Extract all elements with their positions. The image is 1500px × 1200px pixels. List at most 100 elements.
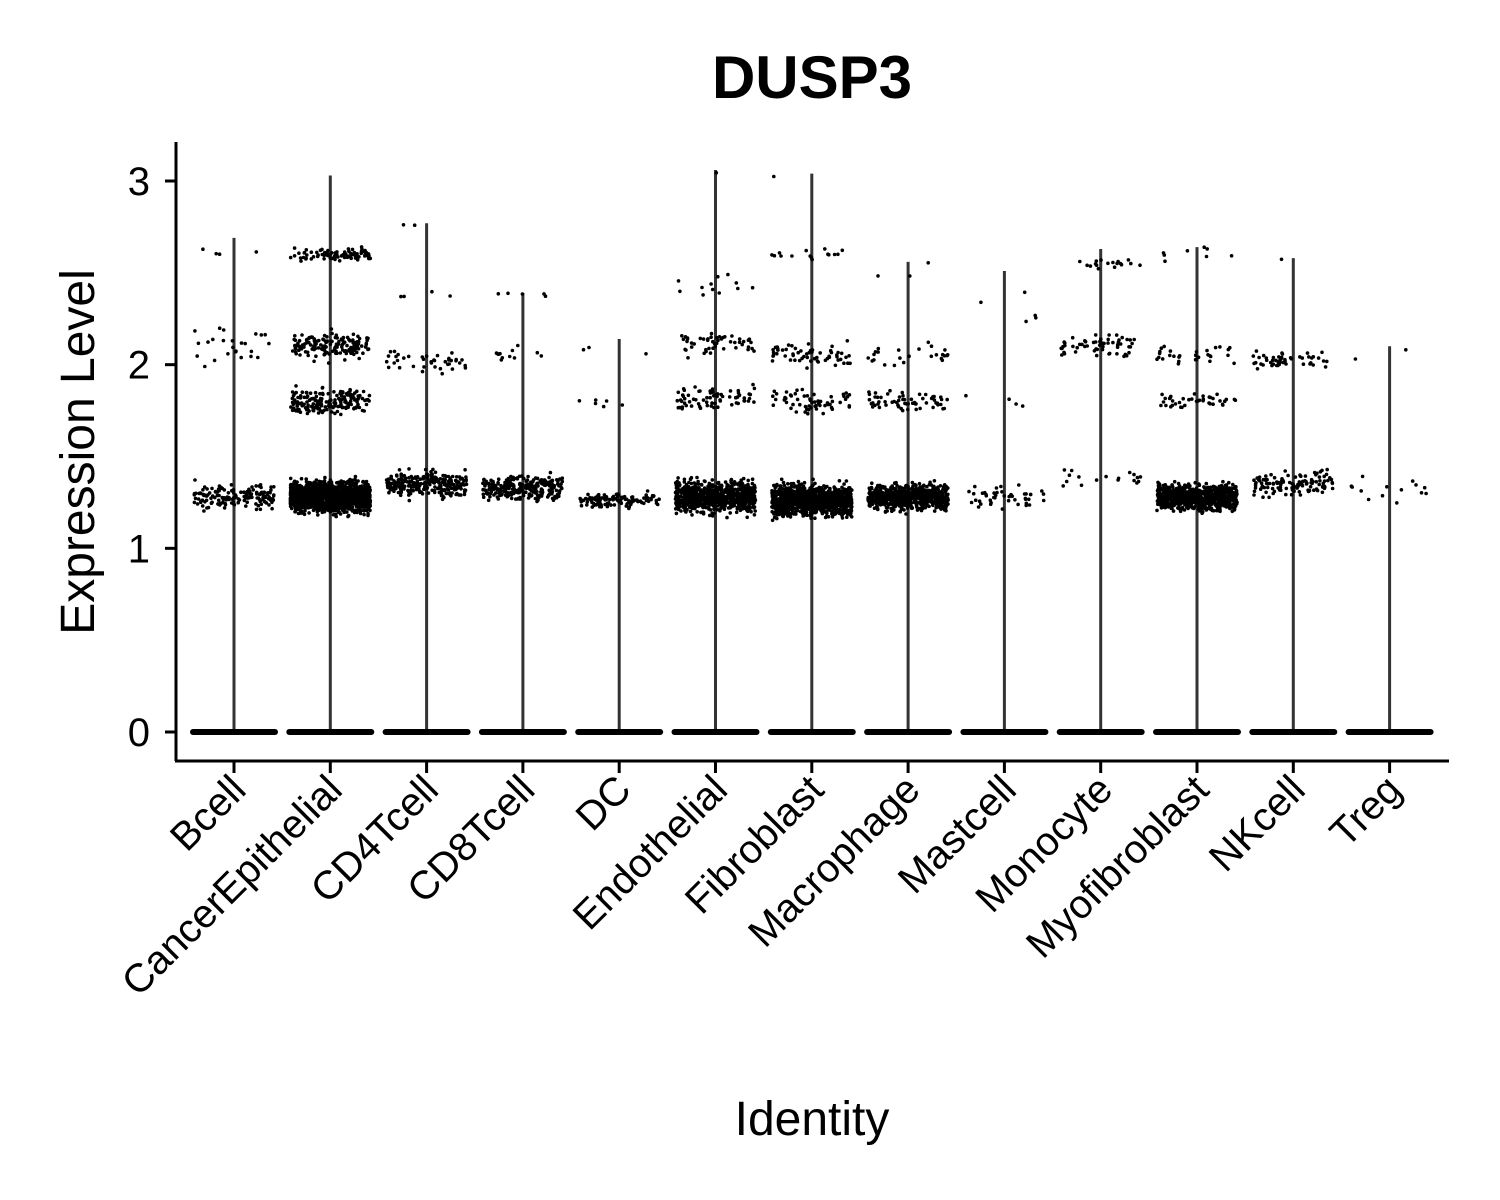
data-point — [361, 499, 365, 504]
data-point — [426, 491, 431, 495]
data-point — [203, 364, 207, 369]
data-point — [849, 506, 853, 511]
data-point — [355, 252, 359, 256]
data-point — [458, 483, 463, 488]
data-point — [444, 491, 449, 495]
data-point — [368, 504, 372, 508]
data-point — [779, 511, 784, 516]
data-point — [738, 484, 742, 488]
data-point — [296, 344, 301, 348]
data-point — [249, 349, 254, 354]
data-point — [548, 470, 553, 475]
data-point — [357, 336, 362, 341]
data-point — [543, 482, 547, 487]
data-point — [746, 478, 750, 483]
data-point — [830, 515, 835, 519]
data-point — [805, 513, 809, 517]
data-point — [427, 481, 432, 486]
data-point — [802, 394, 807, 398]
data-point — [298, 483, 302, 488]
data-point — [455, 484, 460, 488]
data-point — [805, 355, 810, 360]
data-point — [840, 516, 845, 520]
data-point — [807, 503, 812, 508]
data-point — [341, 390, 345, 395]
data-point — [306, 353, 311, 358]
data-point — [439, 493, 444, 498]
data-point — [459, 487, 463, 491]
data-point — [217, 326, 222, 331]
data-point — [302, 501, 307, 506]
data-point — [300, 333, 304, 337]
data-point — [395, 474, 399, 478]
data-point — [702, 502, 706, 506]
data-point — [292, 502, 297, 506]
data-point — [674, 489, 679, 494]
data-point — [790, 254, 794, 258]
data-point — [411, 488, 416, 493]
data-point — [366, 513, 370, 518]
data-point — [790, 488, 794, 493]
data-point — [254, 502, 258, 506]
data-point — [811, 497, 815, 502]
data-point — [356, 402, 360, 407]
data-point — [531, 490, 535, 494]
data-point — [812, 501, 817, 506]
data-point — [784, 390, 789, 394]
data-point — [630, 495, 635, 499]
data-point — [813, 495, 818, 499]
data-point — [192, 500, 197, 505]
data-point — [822, 484, 826, 488]
data-point — [698, 499, 703, 503]
data-point — [426, 475, 430, 480]
data-point — [726, 272, 730, 277]
data-point — [441, 477, 445, 482]
data-point — [697, 389, 701, 394]
data-point — [362, 512, 366, 517]
data-point — [682, 477, 687, 482]
data-point — [463, 488, 467, 492]
data-point — [406, 484, 411, 488]
data-point — [257, 492, 262, 497]
data-point — [795, 388, 799, 393]
data-point — [723, 504, 727, 508]
data-point — [345, 510, 349, 514]
data-point — [776, 348, 780, 352]
data-point — [343, 400, 347, 404]
data-point — [687, 480, 691, 485]
data-point — [746, 509, 750, 513]
data-point — [699, 491, 703, 495]
data-point — [416, 481, 421, 486]
data-point — [200, 504, 205, 508]
data-point — [254, 250, 259, 254]
data-point — [352, 396, 356, 400]
zero-points-band — [575, 729, 664, 735]
data-point — [312, 494, 317, 498]
data-point — [845, 339, 850, 343]
data-point — [726, 495, 730, 500]
data-point — [384, 359, 389, 364]
data-point — [560, 486, 564, 491]
data-point — [399, 485, 404, 489]
data-point — [310, 396, 315, 401]
data-point — [682, 388, 687, 393]
data-point — [788, 511, 792, 516]
data-point — [317, 406, 322, 411]
data-point — [709, 331, 714, 336]
data-point — [320, 485, 324, 489]
data-point — [838, 357, 843, 362]
data-point — [783, 395, 787, 400]
data-point — [348, 387, 352, 392]
data-point — [342, 340, 347, 345]
data-point — [355, 488, 360, 493]
data-point — [676, 390, 681, 395]
data-point — [204, 494, 209, 498]
data-point — [350, 501, 354, 506]
data-point — [295, 404, 300, 408]
data-point — [695, 475, 699, 480]
data-point — [298, 500, 302, 505]
data-point — [330, 339, 334, 344]
data-point — [245, 500, 249, 505]
data-point — [217, 484, 222, 488]
data-point — [297, 251, 301, 255]
